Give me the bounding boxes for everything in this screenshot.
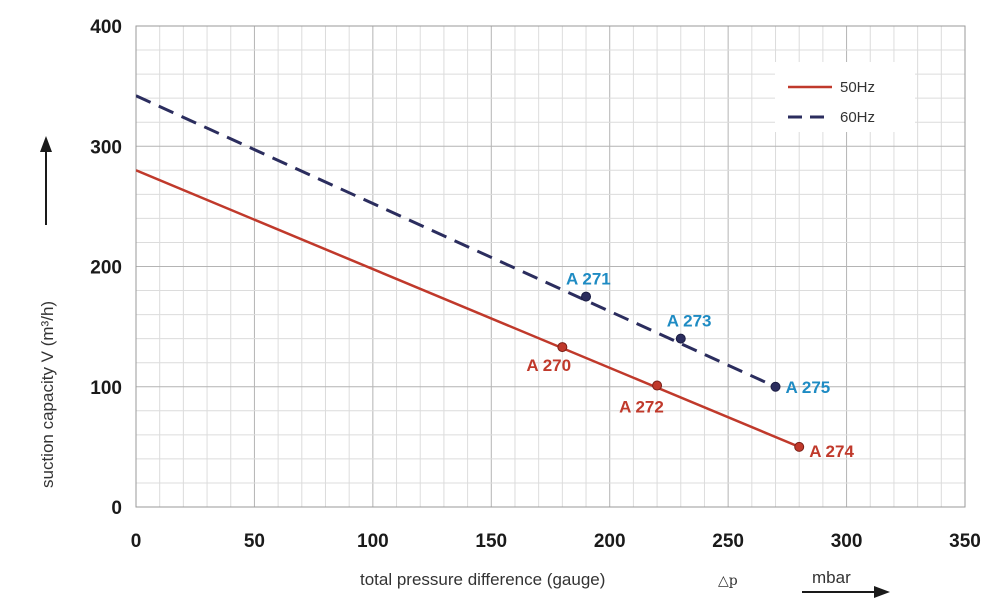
tick-layer: 0 50 100 150 200 250 300 350 0 100 200 300 400 xyxy=(90,17,981,552)
point-marker xyxy=(770,381,781,392)
y-tick-label: 0 xyxy=(111,498,122,519)
x-axis-unit: mbar xyxy=(812,568,851,587)
grid xyxy=(135,25,966,508)
y-tick-label: 300 xyxy=(90,137,122,158)
x-axis-symbol: △p xyxy=(718,573,738,589)
point-label: A 272 xyxy=(619,398,664,417)
marker-layer: A 270 A 272 A 274 A 271 A 273 A 275 xyxy=(526,270,854,461)
y-axis-title: suction capacity V (m³/h) xyxy=(38,301,57,488)
point-marker xyxy=(794,441,805,452)
point-marker xyxy=(557,342,568,353)
y-tick-label: 400 xyxy=(90,17,122,38)
point-label: A 275 xyxy=(786,378,831,397)
series-line-50hz xyxy=(136,169,800,449)
x-tick-label: 0 xyxy=(131,531,142,552)
x-tick-label: 150 xyxy=(475,531,507,552)
y-axis-arrow-head xyxy=(40,136,52,152)
x-axis-title-group: total pressure difference (gauge) △p mba… xyxy=(360,568,890,598)
point-label: A 273 xyxy=(667,312,712,331)
series-line-60hz xyxy=(136,94,777,389)
y-tick-label: 200 xyxy=(90,258,122,279)
point-marker xyxy=(652,380,663,391)
legend-label-60hz: 60Hz xyxy=(840,109,875,126)
point-label: A 270 xyxy=(526,356,571,375)
y-tick-label: 100 xyxy=(90,378,122,399)
x-tick-label: 200 xyxy=(594,531,626,552)
legend: 50Hz 60Hz xyxy=(775,62,915,132)
x-tick-label: 300 xyxy=(831,531,863,552)
point-marker xyxy=(675,333,686,344)
point-label: A 271 xyxy=(566,270,611,289)
point-marker xyxy=(581,291,592,302)
y-axis-title-group: suction capacity V (m³/h) xyxy=(38,136,57,488)
legend-label-50hz: 50Hz xyxy=(840,79,875,96)
series-layer xyxy=(136,94,800,449)
x-tick-label: 100 xyxy=(357,531,389,552)
plot-frame xyxy=(135,25,966,508)
x-tick-label: 50 xyxy=(244,531,265,552)
point-label: A 274 xyxy=(809,442,854,461)
x-axis-arrow-head xyxy=(874,586,890,598)
x-tick-label: 350 xyxy=(949,531,981,552)
x-axis-title: total pressure difference (gauge) xyxy=(360,570,605,589)
legend-box xyxy=(775,62,915,132)
x-tick-label: 250 xyxy=(712,531,744,552)
